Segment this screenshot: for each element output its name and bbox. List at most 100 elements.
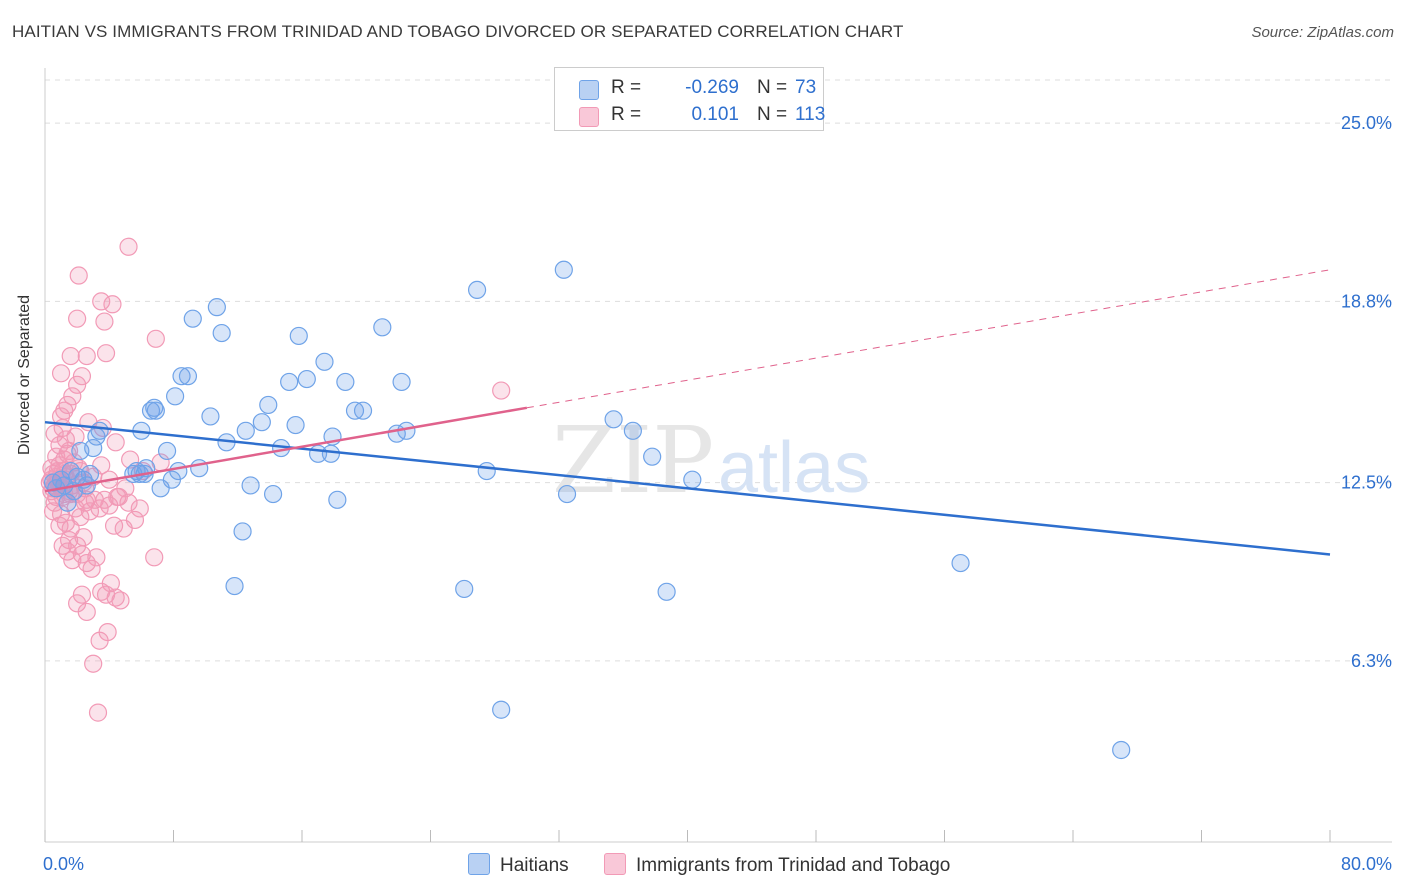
haitian-point: [225, 576, 244, 596]
trinidad-point: [74, 528, 93, 547]
haitian-point: [212, 323, 231, 343]
trinidad-point: [68, 375, 87, 394]
trinidad-point: [106, 433, 125, 452]
trinidad-point: [130, 499, 149, 518]
y-tick-label: 18.8%: [1341, 291, 1392, 311]
trinidad-point: [63, 387, 82, 406]
haitian-point: [315, 352, 334, 371]
haitian-point: [604, 410, 623, 429]
trinidad-point: [50, 516, 69, 535]
y-tick-label: 12.5%: [1341, 473, 1392, 493]
haitian-point: [80, 464, 100, 484]
haitian-point: [623, 421, 642, 440]
trinidad-point: [58, 395, 77, 415]
haitian-point: [373, 318, 392, 337]
haitian-point: [392, 372, 411, 392]
haitian-point: [259, 395, 278, 415]
haitian-point: [178, 367, 198, 386]
x-tick-label-min: 0.0%: [43, 854, 84, 874]
trinidad-point: [66, 427, 85, 446]
trinidad-point: [69, 266, 88, 285]
x-tick-label-max: 80.0%: [1341, 854, 1392, 874]
haitian-point: [157, 441, 177, 461]
r-label: R =: [611, 104, 642, 125]
haitian-point: [1112, 740, 1131, 760]
trinidad-point: [119, 237, 138, 256]
trinidad-point: [95, 312, 114, 331]
legend-item-trinidad: Immigrants from Trinidad and Tobago: [604, 853, 950, 877]
y-tick-label: 6.3%: [1351, 651, 1392, 671]
trinidad-points: [40, 237, 511, 722]
trinidad-point: [71, 507, 90, 527]
trinidad-n-value: 113: [795, 104, 826, 125]
trinidad-point: [98, 622, 117, 642]
haitian-point: [297, 369, 316, 389]
haitian-point: [236, 421, 255, 440]
haitian-point: [263, 484, 283, 504]
haitian-point: [557, 484, 577, 504]
watermark-atlas: atlas: [718, 428, 870, 508]
trinidad-point: [125, 510, 145, 530]
haitian-point: [207, 298, 226, 317]
haitian-point: [467, 280, 487, 300]
haitians-n-value: 73: [795, 77, 817, 98]
trinidad-point: [61, 346, 80, 366]
haitian-point: [280, 372, 299, 392]
trinidad-point: [55, 401, 74, 420]
correlation-legend: R = -0.269 N = 73 R = 0.101 N = 113: [554, 67, 826, 131]
chart-title: HAITIAN VS IMMIGRANTS FROM TRINIDAD AND …: [12, 22, 904, 41]
trinidad-legend-swatch: [604, 853, 626, 875]
haitian-point: [657, 582, 676, 601]
haitian-point: [201, 407, 220, 426]
trinidad-point: [84, 654, 103, 673]
haitians-r-value: -0.269: [685, 77, 739, 98]
source-label: Source: ZipAtlas.com: [1251, 24, 1394, 41]
n-label: N =: [757, 104, 788, 125]
legend-item-haitians: Haitians: [468, 853, 569, 877]
haitian-point: [169, 461, 188, 481]
haitian-point: [353, 401, 373, 420]
haitians-trend-line: [44, 420, 1331, 556]
trinidad-point: [51, 364, 71, 383]
haitian-point: [172, 367, 191, 386]
trinidad-point: [58, 542, 77, 561]
watermark: ZIP atlas: [552, 407, 870, 514]
trend-lines: [44, 269, 1331, 556]
haitian-point: [241, 476, 260, 495]
trinidad-point: [77, 602, 96, 622]
gridlines: [45, 79, 1392, 662]
haitian-point: [84, 438, 103, 458]
trinidad-point: [63, 551, 82, 570]
trinidad-point: [59, 530, 79, 550]
trinidad-point: [77, 553, 96, 573]
trinidad-point: [119, 493, 138, 512]
trinidad-point: [111, 591, 130, 610]
trinidad-point: [96, 344, 116, 363]
haitian-point: [145, 398, 164, 417]
y-axis-label: Divorced or Separated: [16, 294, 33, 455]
haitian-point: [58, 493, 77, 512]
n-label: N =: [757, 77, 788, 98]
haitians-legend-label: Haitians: [500, 855, 569, 876]
trinidad-point: [87, 548, 106, 567]
haitian-point: [321, 444, 341, 463]
haitian-point: [336, 372, 355, 392]
tick-labels: 6.3% 12.5% 18.8% 25.0% 0.0% 80.0%: [43, 113, 1392, 874]
trinidad-point: [92, 292, 111, 311]
haitians-legend-swatch: [468, 853, 490, 875]
haitian-point: [166, 387, 185, 406]
haitian-point: [233, 522, 252, 541]
haitian-point: [455, 579, 474, 599]
trinidad-point: [72, 367, 92, 386]
haitian-point: [90, 421, 109, 440]
haitian-point: [252, 413, 271, 432]
trinidad-point: [106, 588, 125, 607]
trinidad-point: [116, 479, 135, 498]
trinidad-point: [103, 295, 122, 314]
trinidad-legend-label: Immigrants from Trinidad and Tobago: [636, 855, 951, 876]
r-label: R =: [611, 77, 642, 98]
watermark-zip: ZIP: [552, 407, 714, 514]
trinidad-point: [101, 574, 120, 593]
haitian-point: [328, 490, 347, 509]
haitian-point: [289, 326, 308, 346]
